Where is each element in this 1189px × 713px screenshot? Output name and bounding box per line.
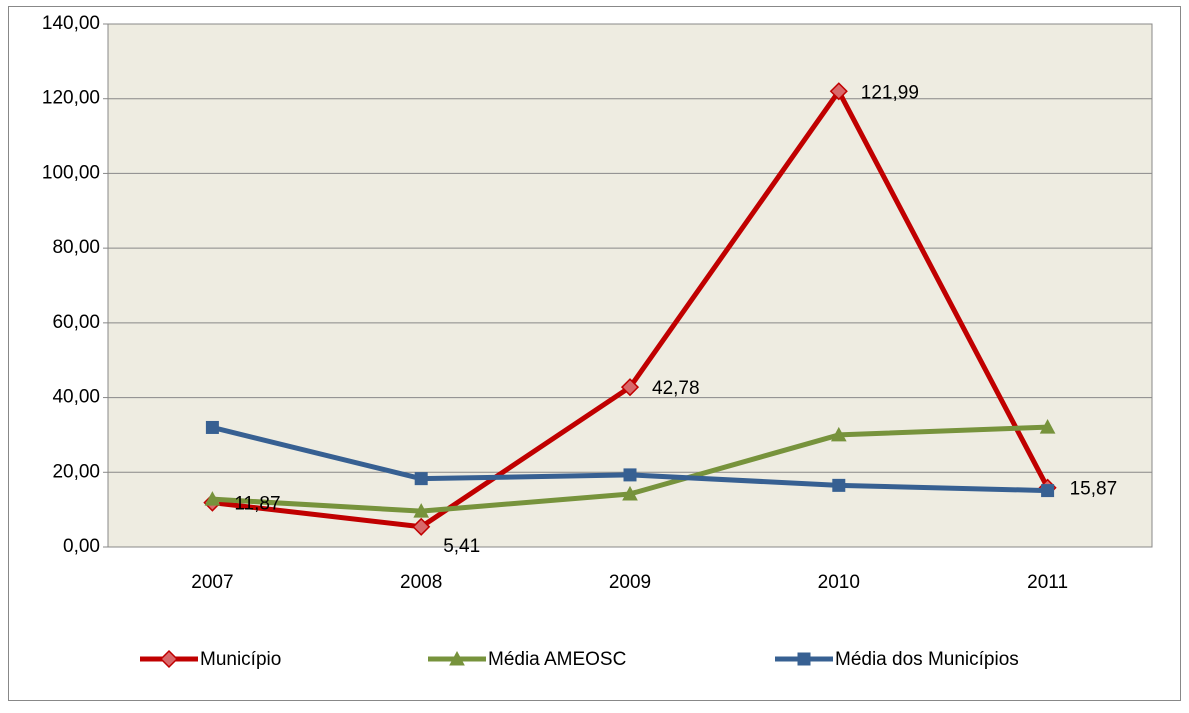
marker (205, 420, 219, 434)
legend-label: Média dos Municípios (835, 649, 1019, 670)
marker (412, 517, 431, 536)
marker (620, 378, 640, 397)
y-tick-label: 100,00 (42, 162, 100, 183)
marker (623, 468, 637, 482)
marker (1039, 419, 1056, 434)
legend-marker (159, 649, 179, 669)
legend-marker (797, 652, 811, 666)
marker (1041, 484, 1055, 498)
data-label: 42,78 (652, 378, 700, 399)
y-tick-label: 40,00 (52, 387, 100, 408)
legend-label: Média AMEOSC (488, 649, 626, 670)
x-tick-label: 2008 (400, 572, 442, 593)
legend-label: Município (200, 649, 281, 670)
plot-area (107, 23, 1153, 548)
marker (829, 82, 848, 101)
x-tick-label: 2010 (818, 572, 860, 593)
x-tick-label: 2011 (1027, 572, 1068, 593)
legend-marker (449, 650, 465, 666)
x-tick-label: 2009 (609, 572, 651, 593)
y-tick-label: 120,00 (42, 88, 100, 109)
data-label: 15,87 (1070, 479, 1118, 500)
data-label: 121,99 (861, 82, 919, 103)
marker (832, 478, 846, 492)
data-label: 5,41 (443, 536, 480, 557)
marker (830, 426, 847, 442)
y-tick-label: 0,00 (63, 536, 100, 557)
marker (413, 503, 430, 518)
marker (414, 472, 428, 486)
marker (622, 485, 638, 501)
y-tick-label: 60,00 (52, 312, 100, 333)
x-tick-label: 2007 (191, 572, 233, 593)
y-tick-label: 20,00 (52, 461, 100, 482)
marker (204, 491, 221, 506)
y-tick-label: 80,00 (52, 237, 100, 258)
y-tick-label: 140,00 (42, 13, 100, 34)
data-label: 11,87 (234, 494, 280, 515)
